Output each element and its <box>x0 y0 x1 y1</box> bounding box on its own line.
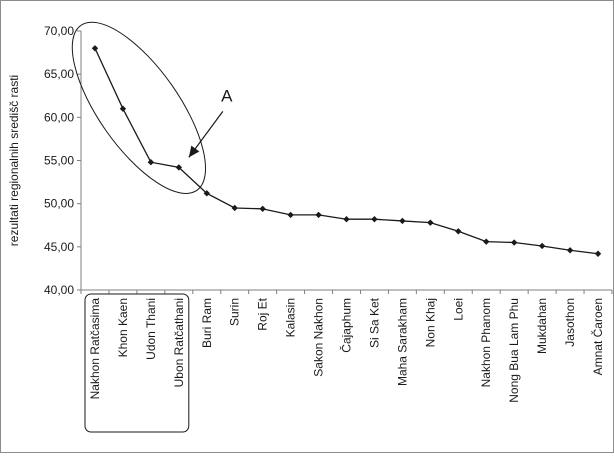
data-point-marker <box>231 204 238 212</box>
x-tick-label: Udon Thani <box>144 298 158 360</box>
data-point-marker <box>594 250 602 257</box>
data-point-marker <box>287 211 294 219</box>
annotation-arrow-head <box>188 145 200 158</box>
y-tick-label: 55,00 <box>44 154 74 168</box>
highlight-label-box <box>84 293 190 433</box>
x-tick-label: Amnat Čaroen <box>590 298 605 375</box>
x-tick-label: Loei <box>451 298 465 321</box>
data-point-marker <box>175 164 183 171</box>
y-tick-label: 50,00 <box>44 197 74 211</box>
y-tick-label: 60,00 <box>44 110 74 124</box>
x-tick-label: Non Khaj <box>423 298 437 347</box>
x-tick-label: Kalasin <box>284 298 298 337</box>
data-point-marker <box>91 45 99 52</box>
data-point-marker <box>483 238 490 245</box>
x-tick-label: Sakon Nakhon <box>312 298 326 377</box>
annotation-label: A <box>221 86 233 105</box>
x-tick-label: Ubon Ratčathani <box>172 298 186 387</box>
x-tick-label: Buri Ram <box>200 298 214 348</box>
data-point-marker <box>566 247 574 254</box>
x-tick-label: Mukdahan <box>535 298 549 354</box>
x-tick-label: Khon Kaen <box>116 298 130 357</box>
x-tick-label: Si Sa Ket <box>367 297 381 348</box>
data-point-marker <box>371 216 378 223</box>
data-point-marker <box>510 239 518 246</box>
series-line <box>94 47 599 255</box>
x-tick-label: Čajaphum <box>339 298 354 353</box>
y-tick-label: 40,00 <box>44 283 74 297</box>
data-point-marker <box>203 190 210 197</box>
x-tick-label: Nakhon Ratčasima <box>88 298 102 400</box>
x-tick-label: Nakhon Phanom <box>479 298 493 387</box>
y-tick-label: 45,00 <box>44 240 74 254</box>
data-point-marker <box>119 105 127 112</box>
data-point-marker <box>315 211 322 219</box>
data-point-marker <box>455 228 462 235</box>
y-tick-label: 65,00 <box>44 67 74 81</box>
data-point-marker <box>147 159 155 166</box>
data-point-marker <box>259 205 266 213</box>
x-tick-label: Surin <box>228 298 242 326</box>
data-point-marker <box>538 242 546 250</box>
y-tick-label: 70,00 <box>44 24 74 38</box>
data-point-marker <box>343 216 350 223</box>
x-tick-label: Nong Bua Lam Phu <box>507 298 521 403</box>
x-tick-label: Jasothon <box>563 298 577 347</box>
data-point-marker <box>399 217 406 225</box>
x-tick-label: Maha Sarakham <box>395 298 409 386</box>
x-tick-label: Roj Et <box>256 297 270 330</box>
y-axis-title: rezultati regionalnih središč rasti <box>7 75 21 246</box>
data-point-marker <box>427 219 434 226</box>
highlight-ellipse <box>71 21 207 194</box>
